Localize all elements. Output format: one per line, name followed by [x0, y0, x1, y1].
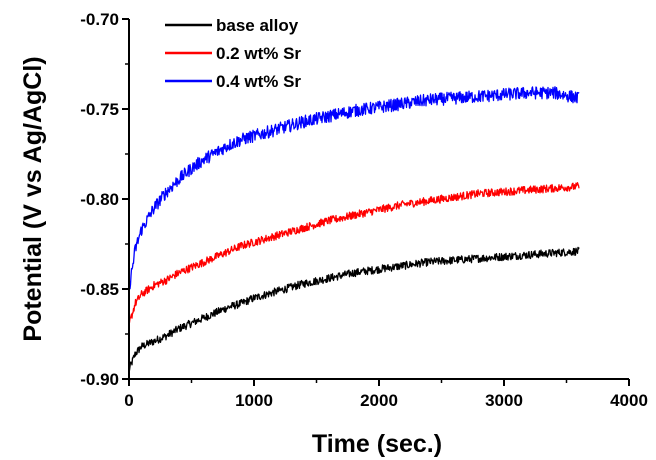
- y-tick-label: -0.75: [80, 100, 119, 119]
- series-1: [128, 182, 580, 324]
- x-tick-label: 2000: [360, 391, 398, 410]
- x-axis-title: Time (sec.): [312, 430, 442, 458]
- legend-item: 0.2 wt% Sr: [165, 44, 301, 63]
- x-tick-label: 4000: [610, 391, 648, 410]
- legend-item: base alloy: [165, 16, 299, 35]
- series-0: [128, 246, 580, 371]
- legend-item: 0.4 wt% Sr: [165, 72, 301, 91]
- y-tick-label: -0.90: [80, 370, 119, 389]
- legend-label: base alloy: [216, 16, 299, 35]
- axes-layer: 0 1000 2000 3000 4000 -0.90 -0.85 -0.80 -0.75 -0.…: [80, 10, 648, 410]
- y-tick-label: -0.85: [80, 280, 119, 299]
- series-2: [128, 86, 580, 290]
- x-tick-label: 3000: [485, 391, 523, 410]
- y-axis-title: Potential (V vs Ag/AgCl): [19, 56, 47, 341]
- x-tick-label: 0: [124, 391, 133, 410]
- legend-label: 0.2 wt% Sr: [216, 44, 301, 63]
- series-layer: [128, 86, 580, 371]
- y-tick-label: -0.70: [80, 10, 119, 29]
- y-tick-label: -0.80: [80, 190, 119, 209]
- x-tick-label: 1000: [235, 391, 273, 410]
- series-line: [128, 182, 580, 324]
- series-line: [128, 86, 580, 290]
- legend: base alloy 0.2 wt% Sr 0.4 wt% Sr: [165, 16, 301, 91]
- series-line: [128, 246, 580, 371]
- legend-label: 0.4 wt% Sr: [216, 72, 301, 91]
